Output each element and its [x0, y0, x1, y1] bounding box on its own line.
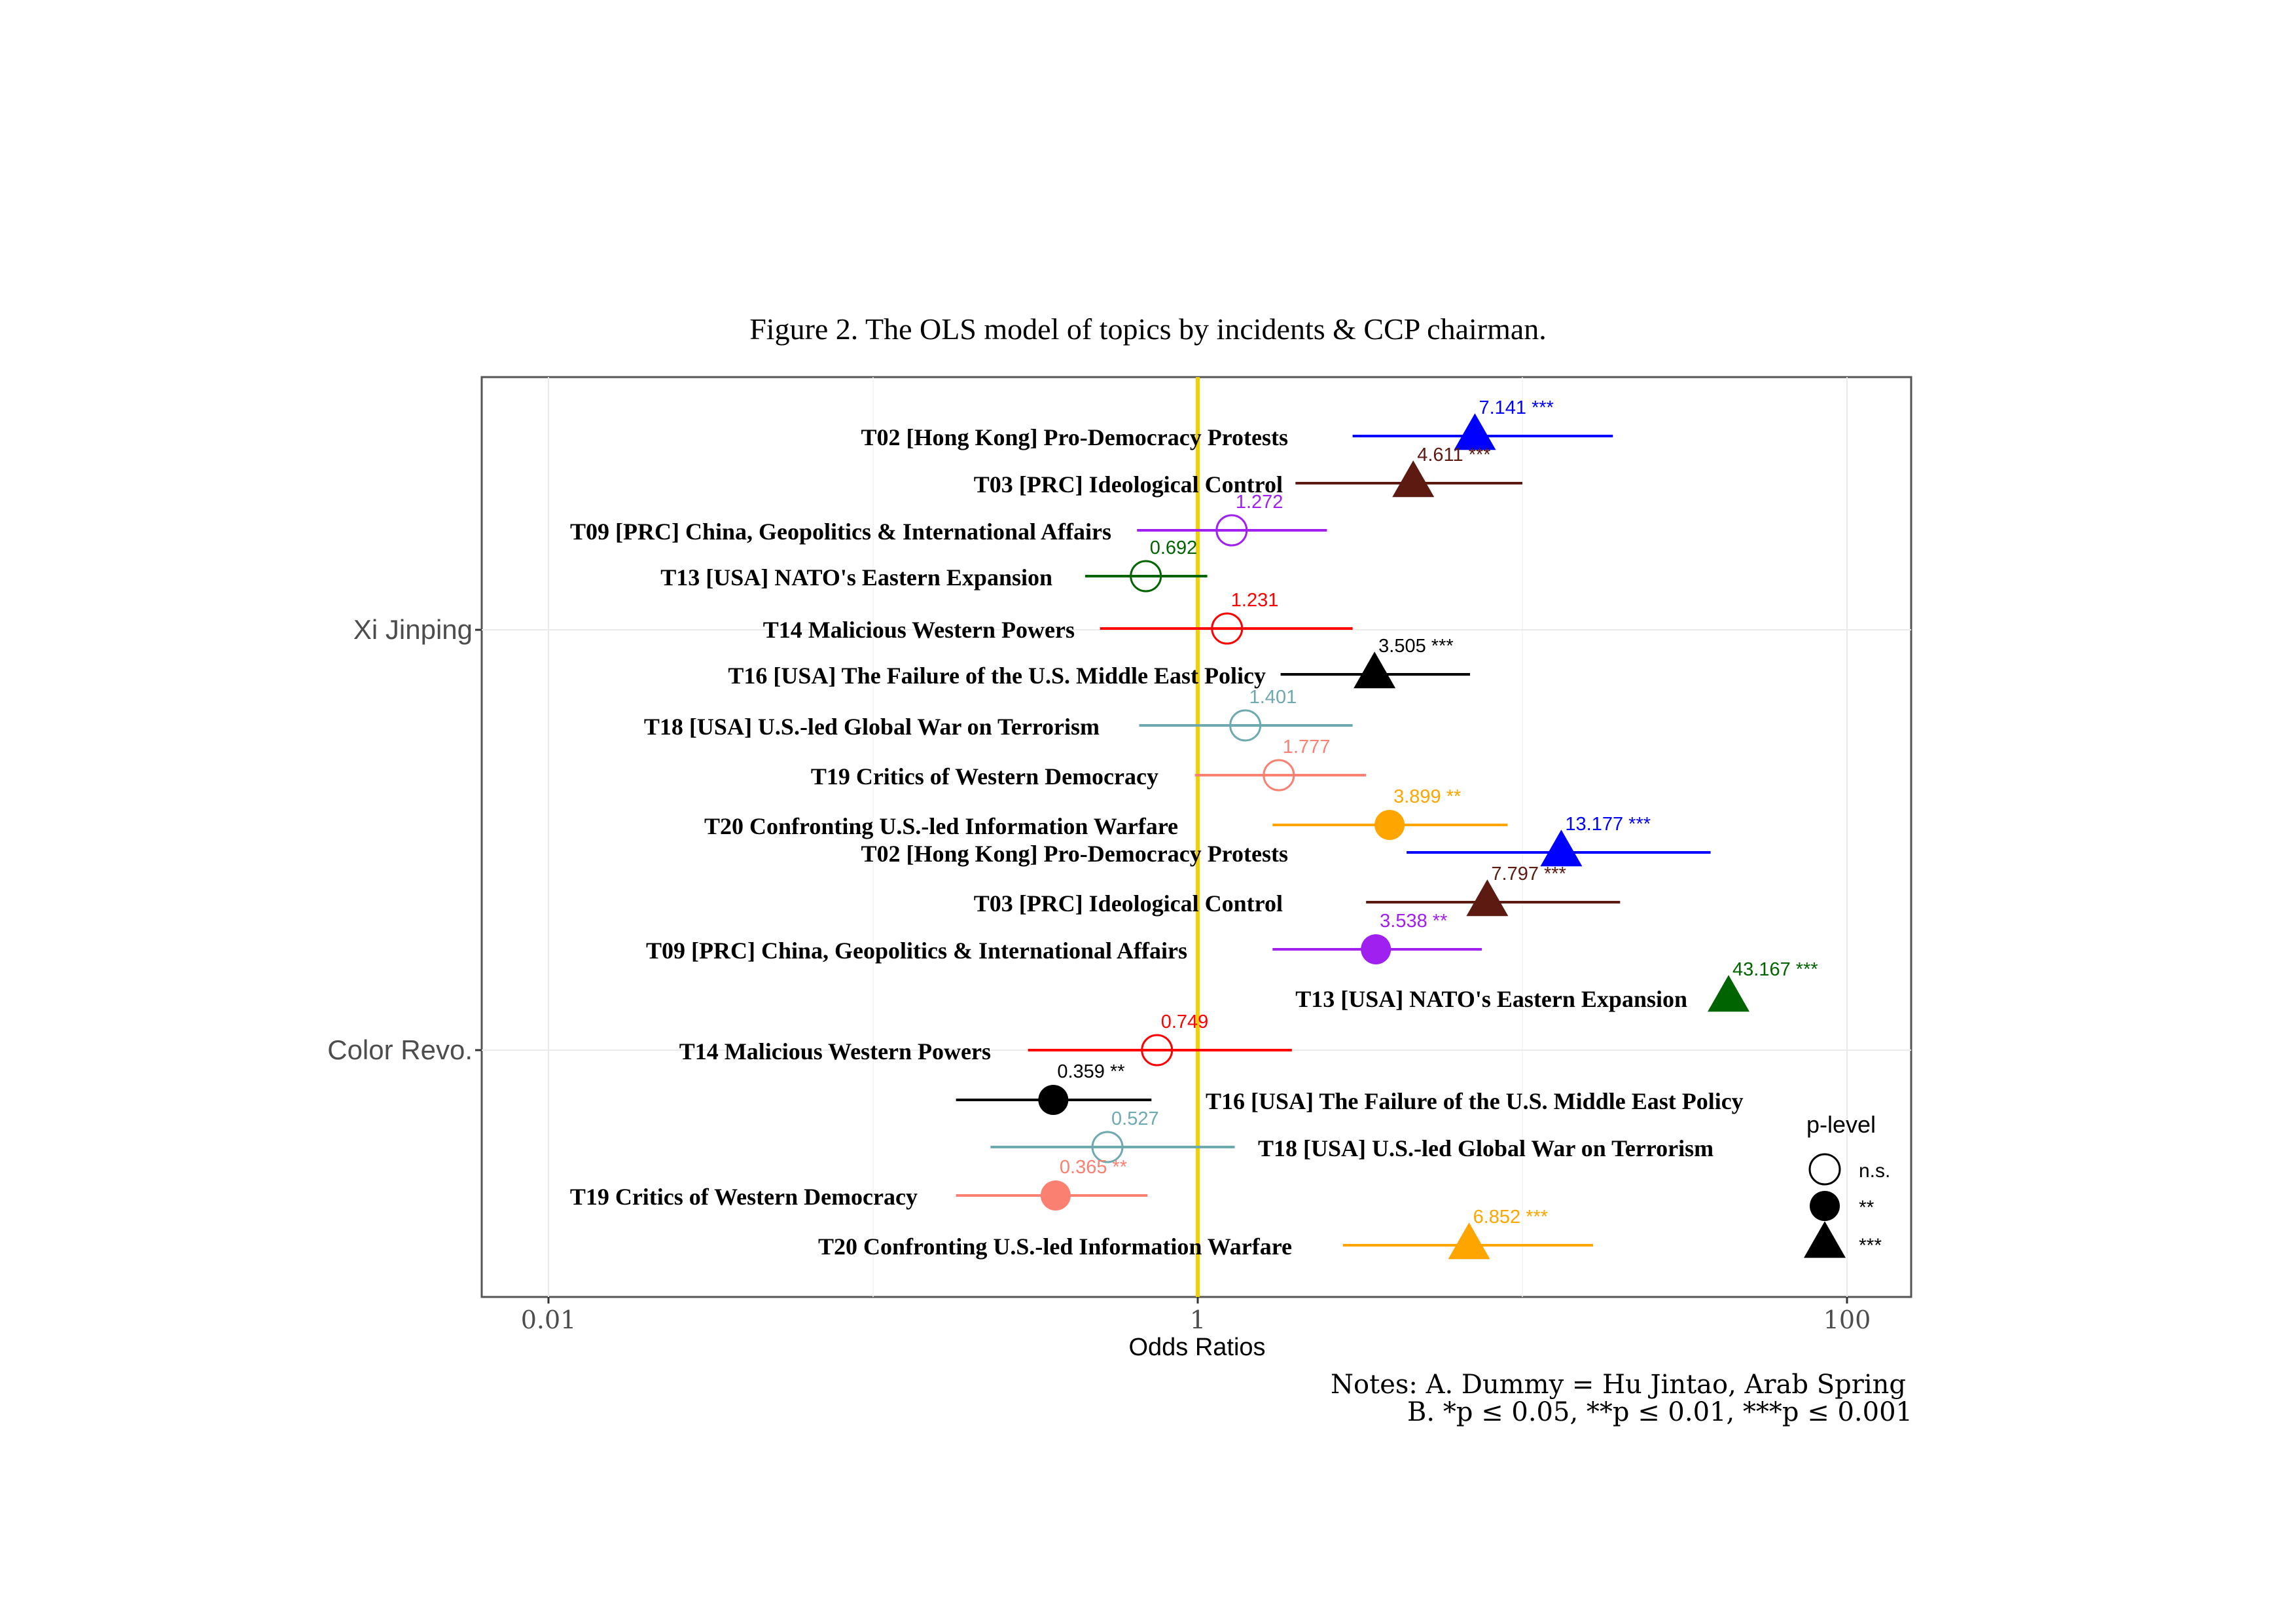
point-filled-circle	[1374, 810, 1405, 840]
value-label: 43.167 ***	[1732, 959, 1818, 980]
value-label: 0.527	[1111, 1108, 1159, 1129]
estimate-row: T19 Critics of Western Democracy 0.365 **	[570, 1157, 1148, 1211]
estimate-row: T13 [USA] NATO's Eastern Expansion 43.167…	[1295, 959, 1818, 1012]
value-label: 7.797 ***	[1491, 864, 1566, 884]
point-triangle	[1804, 1221, 1846, 1258]
value-label: 13.177 ***	[1565, 814, 1651, 835]
estimate-row: T09 [PRC] China, Geopolitics & Internati…	[646, 911, 1482, 964]
axes: Xi Jinping Color Revo. 0.01 1 100	[327, 614, 1871, 1334]
point-triangle	[1354, 651, 1396, 689]
value-label: 3.505 ***	[1378, 636, 1454, 657]
point-open-circle	[1215, 514, 1248, 547]
point-triangle	[1540, 830, 1583, 867]
estimate-row: T03 [PRC] Ideological Control 4.611 ***	[974, 445, 1522, 498]
topic-label: T13 [USA] NATO's Eastern Expansion	[1295, 986, 1687, 1012]
estimate-row: T02 [Hong Kong] Pro-Democracy Protests 7.…	[861, 397, 1613, 450]
y-group-label: Color Revo.	[327, 1034, 473, 1065]
estimate-row: T03 [PRC] Ideological Control 7.797 ***	[974, 864, 1621, 917]
topic-label: T03 [PRC] Ideological Control	[974, 890, 1283, 917]
topic-label: T09 [PRC] China, Geopolitics & Internati…	[646, 938, 1187, 964]
topic-label: T03 [PRC] Ideological Control	[974, 471, 1283, 498]
point-open-circle	[1130, 560, 1162, 593]
value-label: 6.852 ***	[1473, 1207, 1549, 1228]
value-label: 0.359 **	[1057, 1061, 1124, 1082]
point-open-circle	[1211, 612, 1244, 645]
topic-label: T19 Critics of Western Democracy	[811, 763, 1158, 790]
topic-label: T18 [USA] U.S.-led Global War on Terrori…	[1258, 1135, 1713, 1161]
point-open-circle	[1808, 1153, 1841, 1186]
estimate-row: T14 Malicious Western Powers 1.231	[763, 590, 1353, 645]
value-label: 4.611 ***	[1417, 445, 1490, 465]
data-marks: T02 [Hong Kong] Pro-Democracy Protests 7.…	[570, 397, 1818, 1260]
estimate-row: T18 [USA] U.S.-led Global War on Terrori…	[990, 1108, 1713, 1163]
legend-title: p-level	[1806, 1111, 1876, 1138]
value-label: 0.365 **	[1060, 1157, 1127, 1178]
estimate-row: T13 [USA] NATO's Eastern Expansion 0.692	[660, 538, 1208, 593]
value-label: 1.231	[1231, 590, 1279, 611]
point-filled-circle	[1361, 934, 1391, 964]
value-label: 0.692	[1150, 538, 1198, 558]
topic-label: T14 Malicious Western Powers	[679, 1038, 991, 1065]
value-label: 1.777	[1283, 737, 1331, 757]
topic-label: T14 Malicious Western Powers	[763, 617, 1075, 643]
value-label: 1.272	[1236, 492, 1283, 513]
topic-label: T02 [Hong Kong] Pro-Democracy Protests	[861, 841, 1288, 867]
point-filled-circle	[1810, 1191, 1840, 1221]
estimate-row: T20 Confronting U.S.-led Information War…	[818, 1207, 1593, 1260]
estimate-row: T16 [USA] The Failure of the U.S. Middle…	[728, 636, 1471, 689]
point-open-circle	[1263, 759, 1295, 792]
point-triangle	[1392, 460, 1435, 498]
legend: p-level n.s.*****	[1804, 1111, 1890, 1258]
value-label: 7.141 ***	[1479, 397, 1554, 418]
value-label: 3.899 **	[1393, 786, 1461, 807]
point-open-circle	[1229, 709, 1262, 742]
legend-item: **	[1810, 1191, 1874, 1221]
value-label: 1.401	[1249, 687, 1297, 708]
point-open-circle	[1141, 1034, 1174, 1067]
point-filled-circle	[1038, 1085, 1069, 1115]
estimate-row: T02 [Hong Kong] Pro-Democracy Protests 13…	[861, 814, 1711, 867]
topic-label: T16 [USA] The Failure of the U.S. Middle…	[728, 663, 1266, 689]
topic-label: T18 [USA] U.S.-led Global War on Terrori…	[644, 714, 1100, 740]
topic-label: T20 Confronting U.S.-led Information War…	[818, 1233, 1292, 1260]
topic-label: T02 [Hong Kong] Pro-Democracy Protests	[861, 424, 1288, 450]
topic-label: T13 [USA] NATO's Eastern Expansion	[660, 564, 1052, 591]
point-filled-circle	[1040, 1180, 1071, 1211]
point-triangle	[1466, 879, 1509, 917]
estimate-row: T19 Critics of Western Democracy 1.777	[811, 737, 1367, 792]
estimate-row: T16 [USA] The Failure of the U.S. Middle…	[956, 1061, 1744, 1115]
estimate-row: T14 Malicious Western Powers 0.749	[679, 1012, 1292, 1067]
topic-label: T19 Critics of Western Democracy	[570, 1184, 918, 1210]
value-label: 3.538 **	[1380, 911, 1447, 932]
x-tick-label: 100	[1823, 1305, 1871, 1334]
figure-title: Figure 2. The OLS model of topics by inc…	[749, 312, 1547, 346]
notes-line-b: B. *p ≤ 0.05, **p ≤ 0.01, ***p ≤ 0.001	[1407, 1397, 1912, 1427]
notes-line-a: Notes: A. Dummy = Hu Jintao, Arab Spring	[1331, 1370, 1906, 1400]
legend-item: ***	[1804, 1221, 1882, 1258]
topic-label: T20 Confronting U.S.-led Information War…	[704, 813, 1178, 839]
point-triangle	[1708, 975, 1750, 1012]
x-tick-label: 0.01	[521, 1305, 577, 1334]
topic-label: T09 [PRC] China, Geopolitics & Internati…	[570, 519, 1111, 545]
x-axis-label: Odds Ratios	[1128, 1334, 1265, 1361]
topic-label: T16 [USA] The Failure of the U.S. Middle…	[1206, 1088, 1744, 1114]
estimate-row: T20 Confronting U.S.-led Information War…	[704, 786, 1508, 840]
x-tick-label: 1	[1190, 1305, 1206, 1334]
plot-panel: T02 [Hong Kong] Pro-Democracy Protests 7.…	[480, 376, 1912, 1298]
legend-label: **	[1859, 1197, 1874, 1218]
estimate-row: T09 [PRC] China, Geopolitics & Internati…	[570, 492, 1327, 547]
legend-label: ***	[1859, 1235, 1882, 1256]
point-triangle	[1448, 1222, 1490, 1260]
legend-item: n.s.	[1808, 1153, 1890, 1186]
legend-label: n.s.	[1859, 1160, 1890, 1182]
point-open-circle	[1091, 1131, 1124, 1163]
estimate-row: T18 [USA] U.S.-led Global War on Terrori…	[644, 687, 1353, 742]
y-group-label: Xi Jinping	[353, 614, 473, 645]
point-triangle	[1454, 413, 1496, 450]
value-label: 0.749	[1161, 1012, 1209, 1032]
